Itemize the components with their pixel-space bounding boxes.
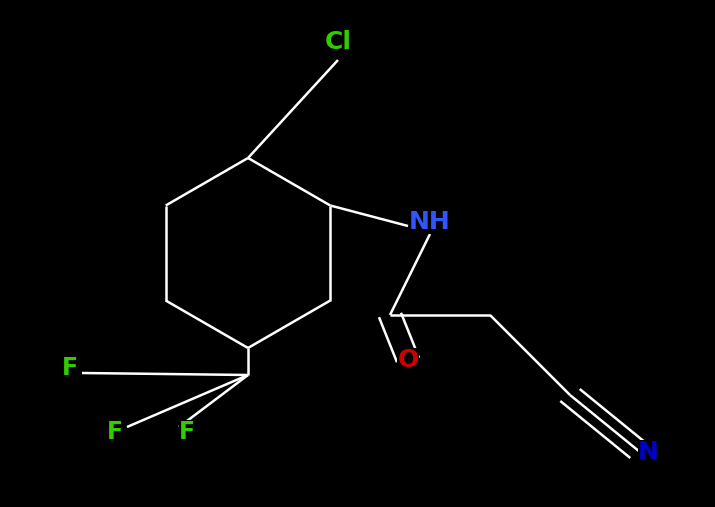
Text: N: N (638, 440, 659, 464)
Text: F: F (179, 420, 195, 444)
Text: F: F (107, 420, 123, 444)
Text: F: F (62, 356, 78, 380)
Text: Cl: Cl (325, 30, 352, 54)
Text: O: O (398, 348, 418, 372)
Text: NH: NH (409, 210, 451, 234)
